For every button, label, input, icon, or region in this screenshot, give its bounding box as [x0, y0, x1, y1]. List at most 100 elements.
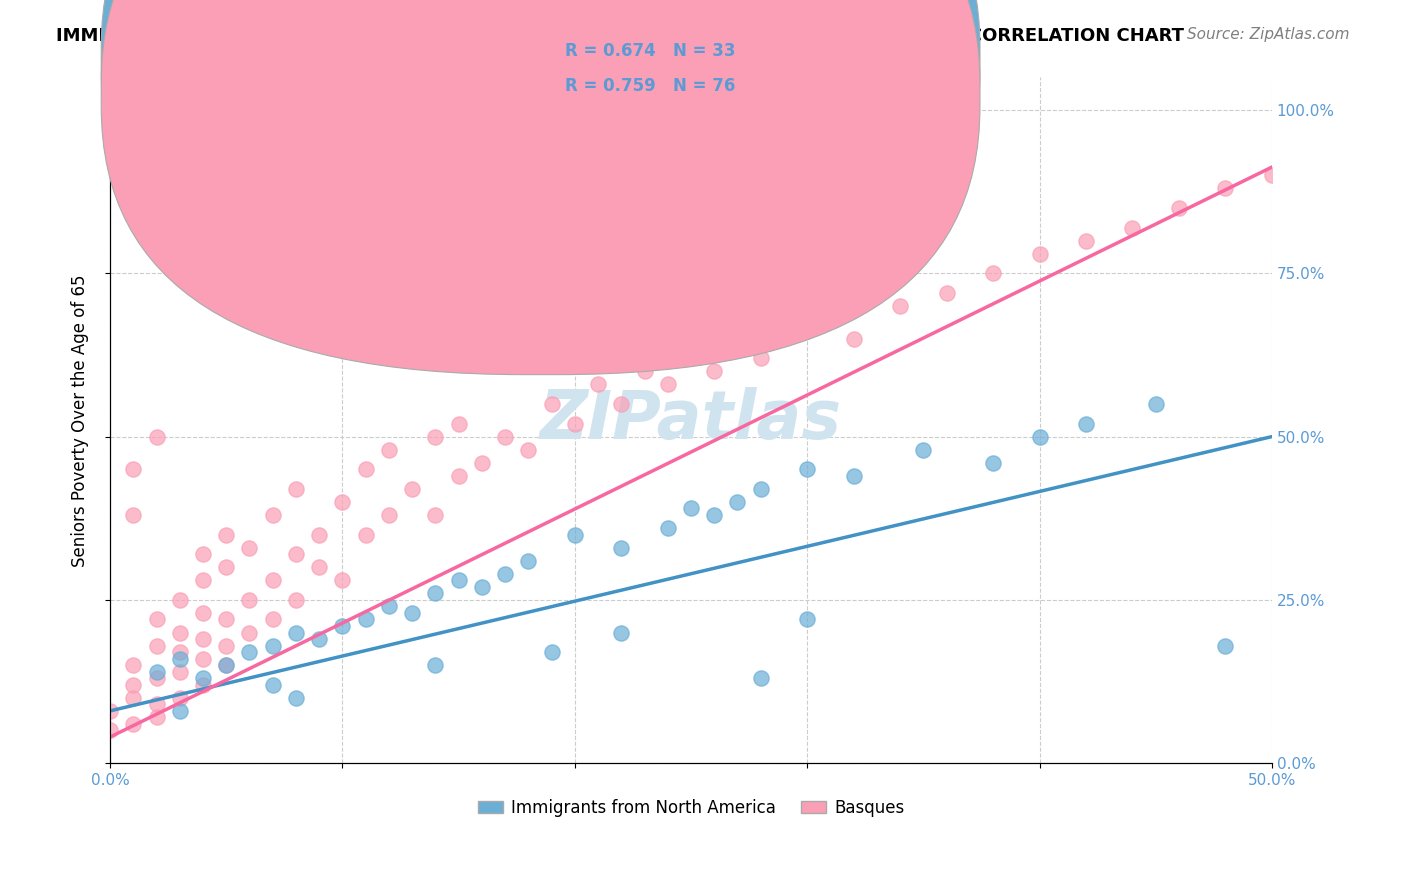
Text: IMMIGRANTS FROM NORTH AMERICA VS BASQUE SENIORS POVERTY OVER THE AGE OF 65 CORRE: IMMIGRANTS FROM NORTH AMERICA VS BASQUE …: [56, 27, 1184, 45]
Point: [285, 690, 308, 705]
Point: [796, 312, 818, 326]
Point: [471, 456, 494, 470]
Point: [1074, 234, 1097, 248]
Text: Source: ZipAtlas.com: Source: ZipAtlas.com: [1187, 27, 1350, 42]
Point: [262, 508, 284, 522]
Point: [122, 508, 145, 522]
Point: [145, 698, 167, 712]
Point: [727, 495, 749, 509]
Point: [447, 417, 470, 431]
Point: [657, 521, 679, 535]
Point: [1121, 220, 1143, 235]
Point: [332, 619, 354, 633]
Point: [191, 547, 214, 561]
Point: [122, 462, 145, 476]
Point: [1074, 417, 1097, 431]
Point: [935, 285, 957, 300]
Point: [540, 645, 562, 659]
Point: [354, 612, 377, 626]
Point: [215, 527, 238, 541]
Point: [749, 482, 772, 496]
Point: [679, 501, 702, 516]
Text: ZIPatlas: ZIPatlas: [540, 387, 842, 453]
Point: [354, 462, 377, 476]
Point: [981, 266, 1004, 280]
Point: [378, 599, 401, 614]
Point: [332, 574, 354, 588]
Point: [191, 678, 214, 692]
Point: [610, 397, 633, 411]
Point: [727, 332, 749, 346]
Point: [586, 377, 609, 392]
Point: [425, 508, 447, 522]
Point: [285, 592, 308, 607]
Point: [981, 456, 1004, 470]
Point: [494, 566, 516, 581]
Point: [517, 442, 540, 457]
Text: R = 0.759   N = 76: R = 0.759 N = 76: [565, 78, 735, 95]
Point: [215, 639, 238, 653]
Point: [703, 364, 725, 378]
Point: [657, 377, 679, 392]
Point: [191, 606, 214, 620]
Point: [191, 574, 214, 588]
Point: [796, 612, 818, 626]
Point: [285, 547, 308, 561]
Point: [401, 606, 423, 620]
Point: [238, 592, 260, 607]
Point: [425, 429, 447, 443]
Point: [169, 645, 191, 659]
Y-axis label: Seniors Poverty Over the Age of 65: Seniors Poverty Over the Age of 65: [72, 274, 89, 566]
Point: [169, 704, 191, 718]
Point: [425, 586, 447, 600]
Point: [262, 612, 284, 626]
Point: [1168, 201, 1191, 215]
Point: [564, 527, 586, 541]
Point: [238, 625, 260, 640]
Point: [191, 632, 214, 646]
Point: [447, 574, 470, 588]
Legend: Immigrants from North America, Basques: Immigrants from North America, Basques: [471, 792, 911, 823]
Point: [145, 665, 167, 679]
Point: [1028, 429, 1050, 443]
Point: [633, 364, 655, 378]
Point: [1144, 397, 1167, 411]
Point: [262, 574, 284, 588]
Point: [122, 717, 145, 731]
Point: [1215, 181, 1237, 195]
Point: [169, 651, 191, 665]
Point: [1028, 246, 1050, 260]
Point: [98, 704, 121, 718]
Point: [1261, 169, 1284, 183]
Point: [191, 651, 214, 665]
Point: [122, 690, 145, 705]
Point: [332, 495, 354, 509]
Point: [425, 658, 447, 673]
Point: [842, 468, 865, 483]
Point: [1215, 639, 1237, 653]
Point: [517, 554, 540, 568]
Point: [703, 508, 725, 522]
Point: [169, 592, 191, 607]
Point: [215, 560, 238, 574]
Point: [122, 658, 145, 673]
Point: [169, 625, 191, 640]
Point: [354, 527, 377, 541]
Point: [912, 442, 935, 457]
Point: [796, 462, 818, 476]
Point: [145, 429, 167, 443]
Point: [169, 665, 191, 679]
Point: [1308, 155, 1330, 169]
Point: [215, 658, 238, 673]
Point: [308, 560, 330, 574]
Point: [471, 580, 494, 594]
Point: [749, 671, 772, 685]
Point: [285, 625, 308, 640]
Point: [215, 658, 238, 673]
Point: [285, 482, 308, 496]
Point: [215, 612, 238, 626]
Point: [842, 332, 865, 346]
Point: [98, 723, 121, 738]
Point: [494, 429, 516, 443]
Point: [401, 482, 423, 496]
